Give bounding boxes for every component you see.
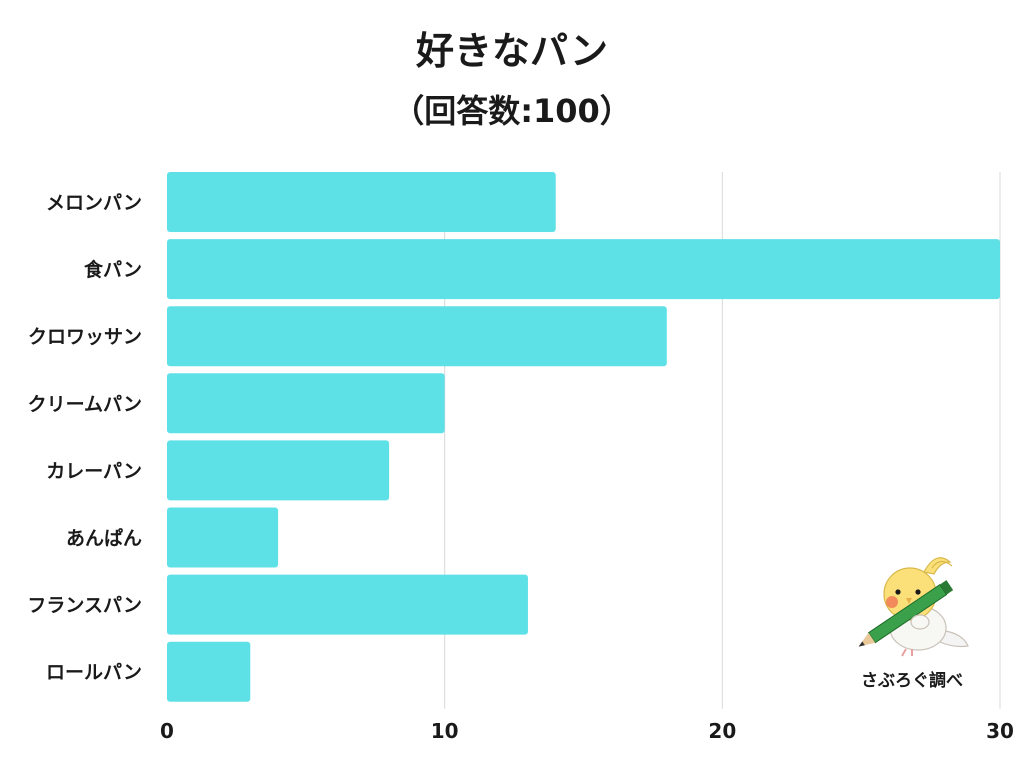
x-tick-label: 0: [160, 719, 174, 743]
bar: [167, 641, 251, 702]
bar: [167, 507, 279, 568]
cockatiel-holding-pencil-icon: [858, 557, 969, 657]
bars: [167, 172, 1000, 702]
x-tick-label: 10: [431, 719, 459, 743]
category-label: フランスパン: [27, 595, 142, 617]
chart-title: 好きなパン: [415, 29, 608, 73]
bar: [167, 574, 528, 635]
x-tick-label: 30: [986, 719, 1014, 743]
category-label: クロワッサン: [28, 326, 142, 348]
bar: [167, 239, 1000, 300]
bar: [167, 373, 445, 434]
x-tick-label: 20: [708, 719, 736, 743]
category-label: メロンパン: [46, 192, 142, 214]
credit-text: さぶろぐ調べ: [861, 670, 963, 691]
bar: [167, 440, 390, 501]
category-label: あんぱん: [66, 527, 142, 550]
x-axis-tick-labels: 0 10 20 30: [160, 719, 1014, 743]
category-label: 食パン: [84, 258, 142, 281]
bar: [167, 306, 667, 367]
category-label: ロールパン: [46, 662, 142, 684]
category-label: クリームパン: [28, 393, 142, 415]
bar: [167, 172, 556, 232]
chart-subtitle: （回答数:100）: [392, 92, 632, 130]
category-label: カレーパン: [46, 460, 142, 482]
